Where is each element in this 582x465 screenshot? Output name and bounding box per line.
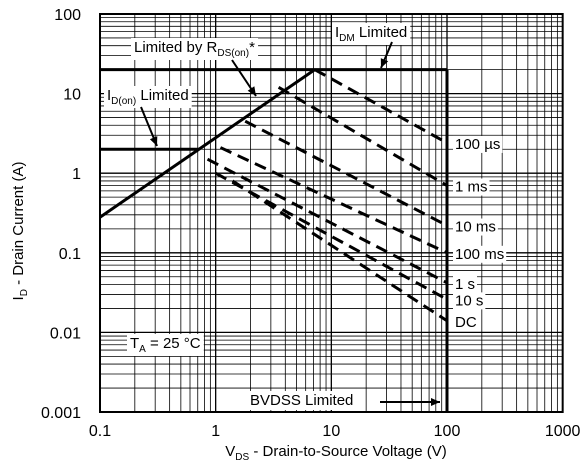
x-tick-label: 1000 (545, 423, 581, 440)
rds-on-annotation-bg (131, 38, 259, 60)
pulse-line-0 (314, 68, 448, 145)
rds-on-annotation-main: Limited by R (134, 39, 218, 56)
rds-on-annotation-rest: * (249, 39, 255, 56)
pulse-label-bg (453, 135, 503, 153)
chart-annotations: 100 µs 1 ms 10 ms 100 ms 1 s10 s DC Limited by… (104, 23, 507, 410)
plot-frame (99, 13, 564, 413)
bvdss-annotation: BVDSS Limited (250, 392, 353, 409)
x-tick-label: 1 (211, 423, 220, 440)
y-tick-label: 0.001 (41, 405, 81, 422)
x-tick-label: 0.1 (89, 423, 111, 440)
pulse-label-4: 1 s (455, 276, 475, 293)
ta-annotation-rest: = 25 °C (146, 335, 201, 352)
pulse-label-bg (453, 292, 486, 310)
pulse-label-5: 10 s (455, 292, 483, 309)
pulse-label-3: 100 ms (455, 246, 504, 263)
rds-on-annotation-sub: DS(on) (217, 48, 249, 59)
x-axis-label-sub: DS (235, 452, 249, 463)
idm-arrow-head (380, 58, 389, 68)
rds-on-limit-line (99, 68, 316, 219)
id-on-annotation-sub: D(on) (111, 96, 136, 107)
idm-annotation: IDM Limited (335, 24, 407, 44)
pulse-label-0: 100 µs (455, 136, 500, 153)
bvdss-arrow-head (431, 398, 440, 406)
y-tick-label: 10 (63, 87, 81, 104)
id-on-annotation-rest: Limited (136, 87, 189, 104)
pulse-label-6: DC (455, 314, 477, 331)
idm-annotation-sub: DM (339, 33, 355, 44)
y-axis-label-rest: - Drain Current (A) (10, 162, 27, 290)
y-tick-label: 0.01 (50, 325, 81, 342)
ta-annotation-main: T (130, 335, 139, 352)
x-axis-label: VDS - Drain-to-Source Voltage (V) (225, 443, 447, 463)
y-axis-label-sub: D (19, 289, 30, 296)
pulse-label-bg (453, 218, 498, 236)
pulse-label-2: 10 ms (455, 219, 496, 236)
pulse-label-bg (453, 245, 507, 263)
ta-annotation: TA = 25 °C (130, 335, 201, 355)
x-tick-label: 10 (322, 423, 340, 440)
pulse-line-3 (219, 146, 448, 255)
y-tick-label: 1 (72, 166, 81, 183)
idm-annotation-bg (332, 23, 411, 45)
bvdss-annotation-bg (247, 391, 357, 410)
rds-on-annotation: Limited by RDS(on)* (134, 39, 255, 59)
pulse-label-bg (453, 275, 478, 293)
idm-annotation-rest: Limited (355, 24, 408, 41)
grid-lines (100, 14, 563, 412)
pulse-label-bg (453, 178, 490, 196)
y-tick-label: 100 (54, 7, 81, 24)
y-tick-label: 0.1 (59, 246, 81, 263)
idm-annotation-main: I (335, 24, 339, 41)
x-axis-label-rest: - Drain-to-Source Voltage (V) (249, 443, 447, 460)
id-on-arrow-head (149, 136, 158, 146)
rds-on-arrow-head (247, 86, 256, 96)
tick-labels: 0.1 1 10 100 1000 100 10 1 0.1 0.01 0.001 (41, 7, 581, 440)
chart-series (99, 68, 449, 412)
id-on-annotation: ID(on) Limited (107, 87, 189, 107)
x-tick-label: 100 (434, 423, 461, 440)
id-on-annotation-main: I (107, 87, 111, 104)
id-on-annotation-bg (104, 86, 192, 108)
pulse-line-6 (231, 179, 448, 323)
pulse-label-bg (453, 313, 479, 331)
ta-annotation-bg (127, 334, 204, 356)
y-axis-label-main: I (10, 296, 27, 300)
ta-annotation-sub: A (139, 344, 146, 355)
pulse-label-1: 1 ms (455, 179, 488, 196)
x-axis-label-main: V (225, 443, 235, 460)
y-axis-label: ID - Drain Current (A) (10, 162, 30, 301)
pulse-line-1 (277, 86, 448, 187)
pulse-line-4 (206, 157, 448, 285)
